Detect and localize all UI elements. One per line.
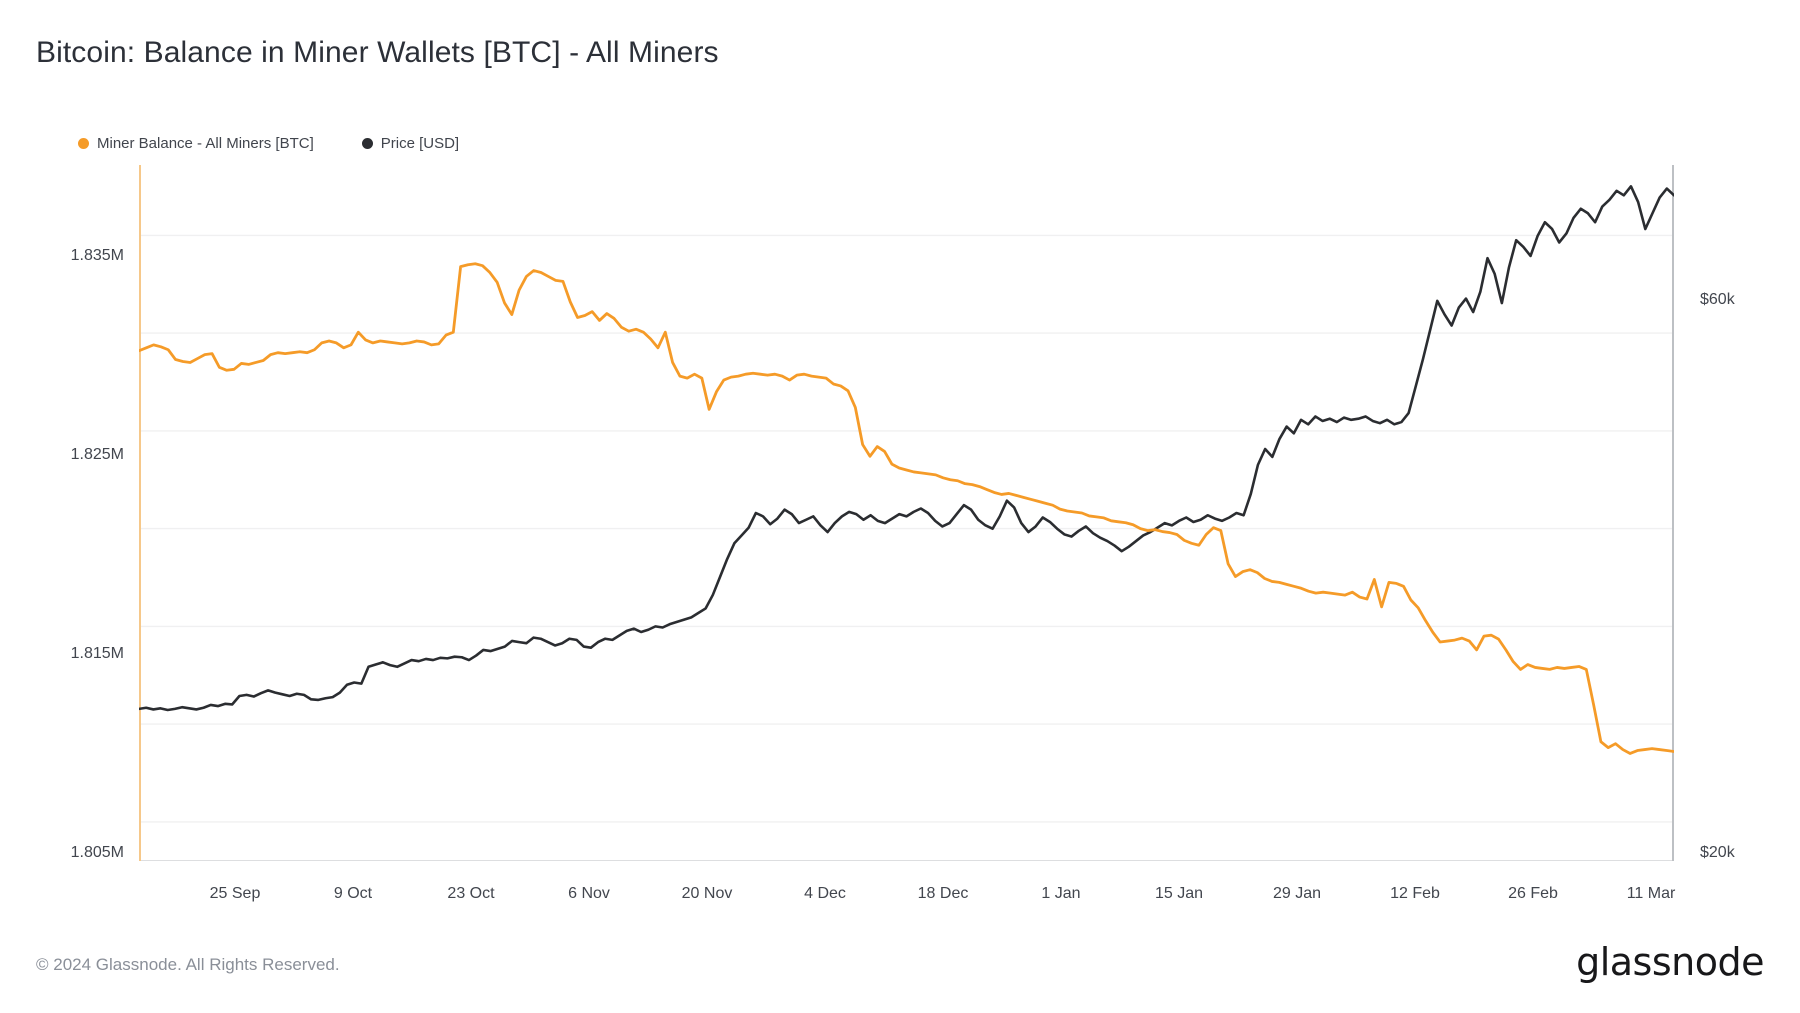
miner-balance-line (139, 262, 1674, 755)
x-tick-5: 4 Dec (804, 885, 846, 902)
x-tick-0: 25 Sep (209, 885, 261, 902)
chart-canvas (139, 165, 1674, 861)
price-line (139, 185, 1674, 712)
y-left-tick-2: 1.815M (70, 645, 124, 662)
chart-legend: Miner Balance - All Miners [BTC] Price [… (78, 133, 459, 153)
glassnode-logo: glassnode (1576, 940, 1764, 984)
x-tick-4: 20 Nov (681, 885, 733, 902)
y-left-tick-3: 1.805M (70, 844, 124, 861)
x-tick-7: 1 Jan (1041, 885, 1081, 902)
x-tick-11: 26 Feb (1508, 885, 1558, 902)
legend-dot-miner-balance (78, 137, 89, 149)
gridlines (139, 234, 1674, 823)
x-tick-2: 23 Oct (447, 885, 495, 902)
page-title: Bitcoin: Balance in Miner Wallets [BTC] … (36, 36, 719, 69)
legend-dot-price (361, 137, 373, 149)
x-tick-1: 9 Oct (333, 885, 373, 902)
x-tick-10: 12 Feb (1390, 885, 1440, 902)
x-tick-12: 11 Mar (1626, 885, 1676, 902)
y-right-tick-0: $60k (1700, 291, 1735, 308)
plot-area[interactable] (139, 165, 1674, 861)
footer-copyright: © 2024 Glassnode. All Rights Reserved. (36, 955, 340, 974)
legend-item-miner-balance[interactable]: Miner Balance - All Miners [BTC] (78, 135, 314, 152)
legend-label-miner-balance: Miner Balance - All Miners [BTC] (97, 134, 314, 152)
legend-item-price[interactable]: Price [USD] (361, 134, 460, 152)
x-tick-3: 6 Nov (568, 885, 610, 902)
y-left-tick-0: 1.835M (70, 247, 124, 264)
x-tick-9: 29 Jan (1272, 885, 1322, 902)
x-tick-8: 15 Jan (1154, 885, 1204, 902)
y-left-tick-1: 1.825M (70, 446, 124, 463)
x-tick-6: 18 Dec (917, 885, 969, 902)
legend-label-price: Price [USD] (380, 134, 460, 152)
y-right-tick-1: $20k (1700, 844, 1735, 861)
